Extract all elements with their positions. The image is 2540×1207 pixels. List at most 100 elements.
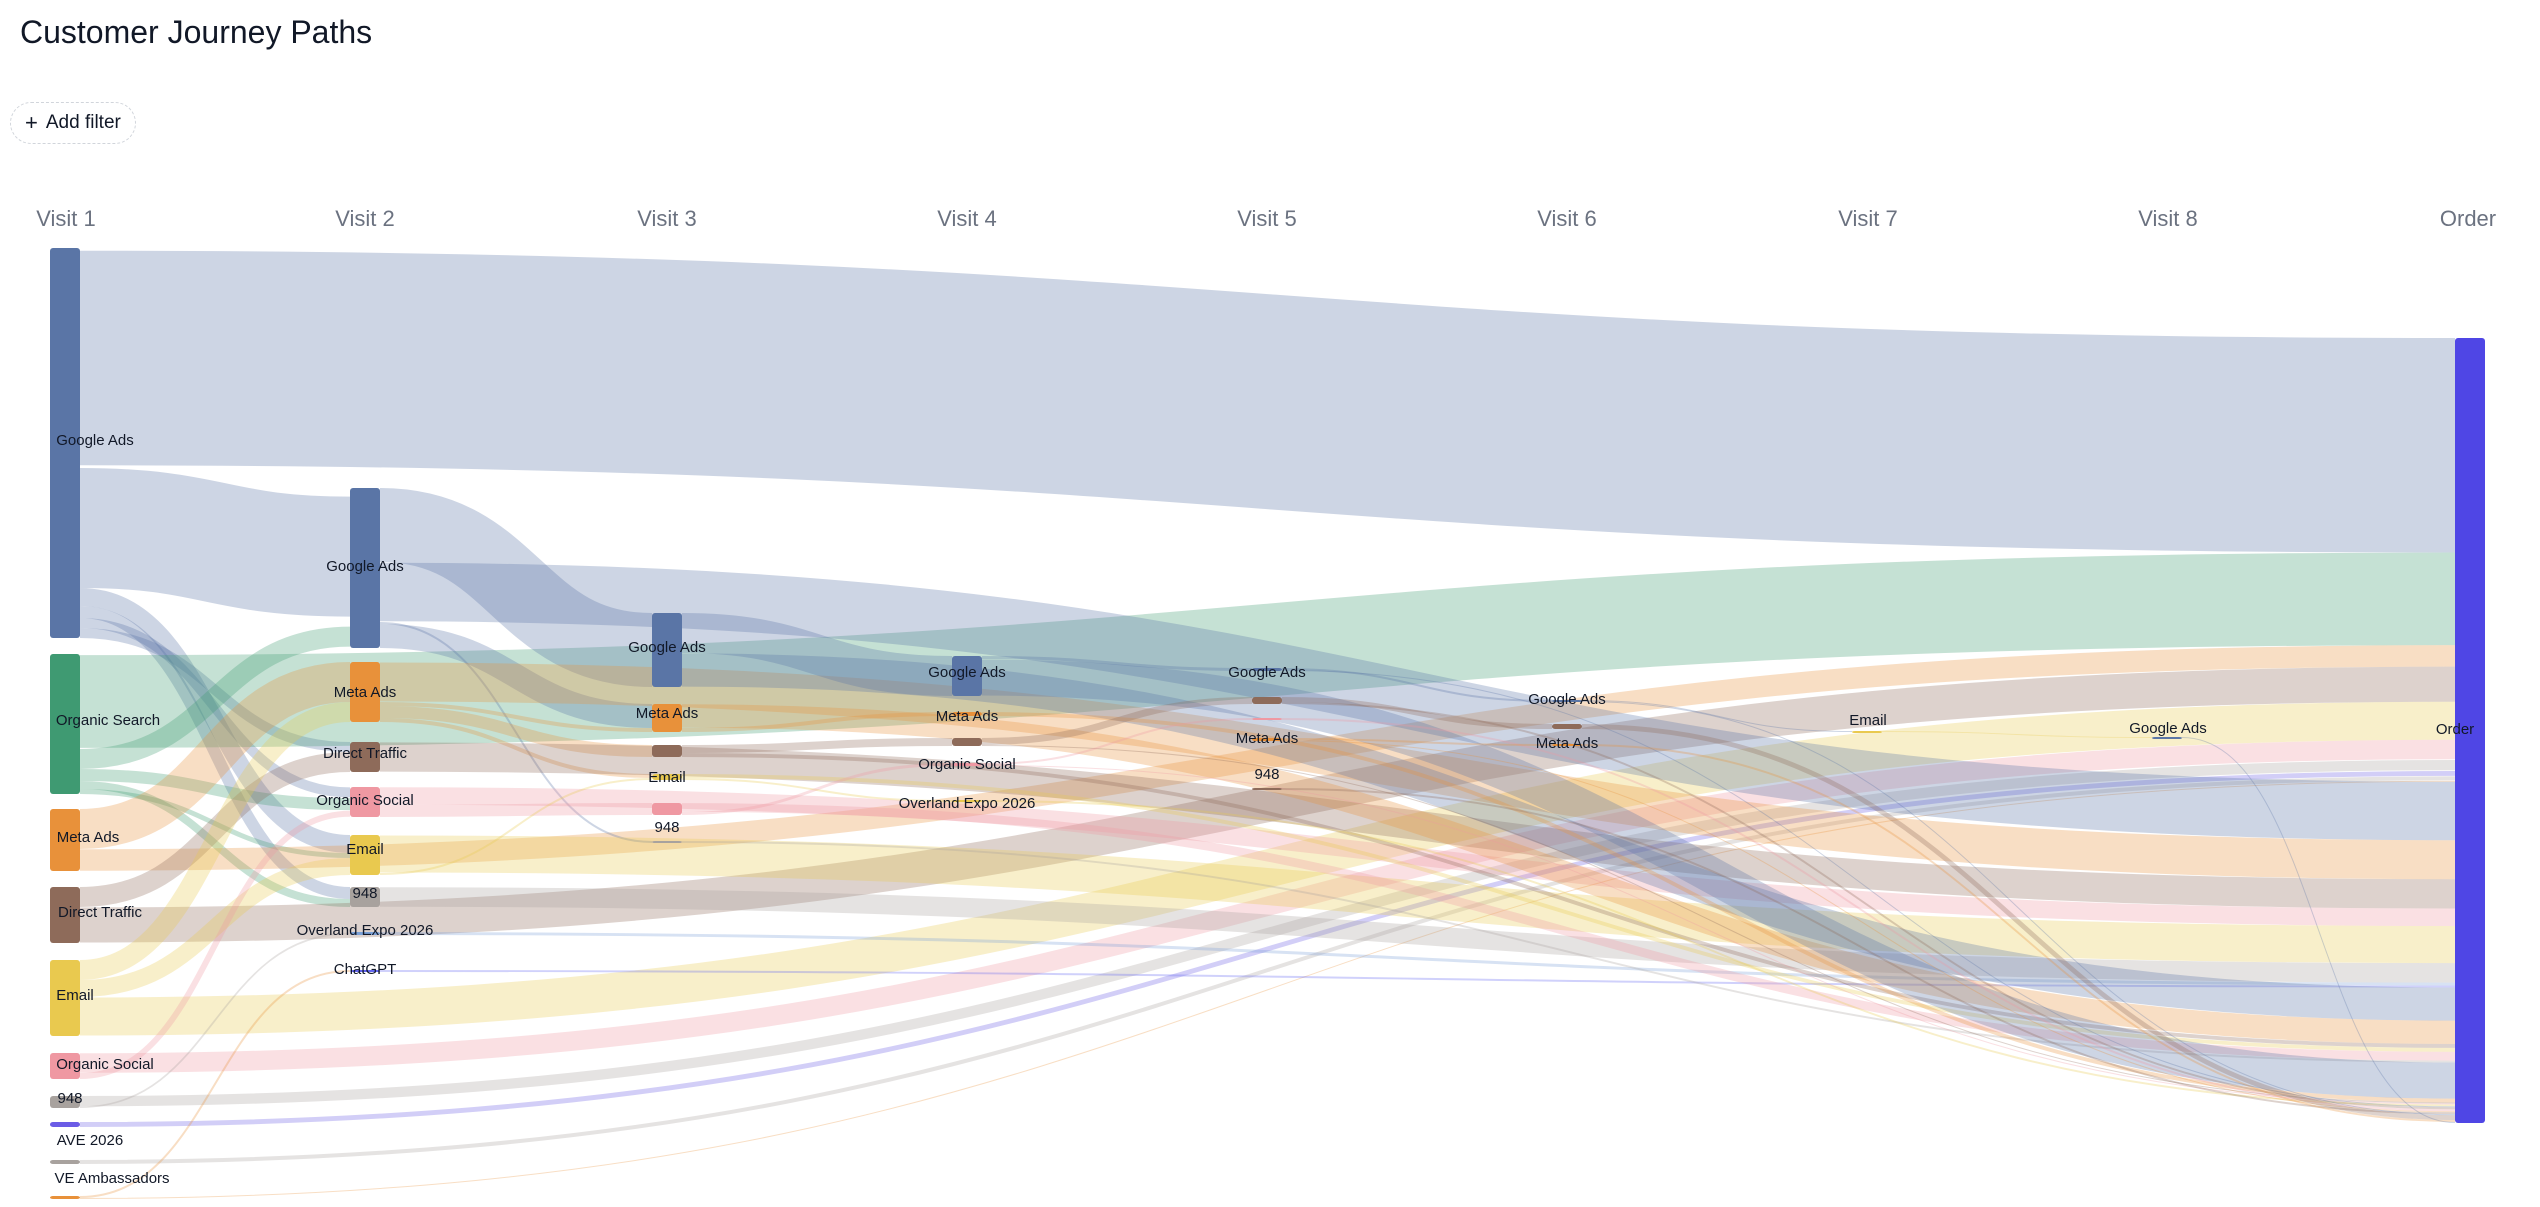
sankey-node-v2_google[interactable] xyxy=(350,488,380,648)
sankey-link-v5_google-to-order[interactable] xyxy=(1281,670,2456,1108)
sankey-node-v2_948[interactable] xyxy=(350,887,380,907)
sankey-link-v5_948-to-order[interactable] xyxy=(1281,788,2456,1115)
sankey-link-v1_social-to-v2_social[interactable] xyxy=(79,810,351,1079)
sankey-node-v1_ave_bar[interactable] xyxy=(50,1122,80,1127)
sankey-link-v4_google-to-v5_google[interactable] xyxy=(981,656,1253,671)
sankey-link-v1_948-to-v2_expo[interactable] xyxy=(79,932,351,1108)
sankey-link-v1_google-to-v2_direct[interactable] xyxy=(79,628,351,752)
sankey-link-v1_google-to-v2_google[interactable] xyxy=(79,468,351,617)
sankey-node-v1_ave[interactable] xyxy=(50,1160,80,1164)
sankey-link-v2_meta-to-v3_meta[interactable] xyxy=(379,702,653,732)
sankey-node-v5_social[interactable] xyxy=(1252,718,1282,720)
sankey-link-v6_meta-to-order[interactable] xyxy=(1581,744,2456,1123)
sankey-link-v3_social-to-v4_social[interactable] xyxy=(681,763,953,815)
sankey-node-v6_google[interactable] xyxy=(1552,700,1582,702)
sankey-node-v5_direct[interactable] xyxy=(1252,697,1282,704)
sankey-link-v3_meta-to-v4_meta[interactable] xyxy=(681,712,953,732)
sankey-link-v5_google-to-v6_google[interactable] xyxy=(1281,668,1553,702)
sankey-node-v5_meta[interactable] xyxy=(1252,738,1282,741)
sankey-node-v2_email[interactable] xyxy=(350,835,380,875)
sankey-node-v1_meta[interactable] xyxy=(50,809,80,871)
sankey-link-v1_social-to-order[interactable] xyxy=(79,739,2456,1073)
sankey-node-v1_organic[interactable] xyxy=(50,654,80,794)
sankey-link-v1_google-to-v2_email[interactable] xyxy=(79,588,351,853)
sankey-link-v2_meta-to-v3_direct[interactable] xyxy=(379,706,653,757)
sankey-link-v1_direct-to-order[interactable] xyxy=(79,666,2456,943)
sankey-link-v3_social-to-order[interactable] xyxy=(681,803,2456,1061)
sankey-link-v1_email-to-order[interactable] xyxy=(79,701,2456,1036)
sankey-link-v1_email-to-v2_email[interactable] xyxy=(79,858,351,997)
sankey-link-v1_ave-to-order[interactable] xyxy=(79,776,2456,1164)
sankey-node-v3_948[interactable] xyxy=(652,841,682,843)
sankey-link-v5_meta-to-order[interactable] xyxy=(1281,740,2456,1113)
sankey-node-v6_meta[interactable] xyxy=(1552,744,1582,746)
sankey-link-v5_direct-to-order[interactable] xyxy=(1281,702,2456,1110)
sankey-link-v2_google-to-v3_meta[interactable] xyxy=(379,624,653,728)
sankey-link-v2_meta-to-v3_email[interactable] xyxy=(379,718,653,778)
sankey-link-v3_direct-to-v4_direct[interactable] xyxy=(681,738,953,753)
sankey-node-v4_social[interactable] xyxy=(952,763,982,766)
sankey-link-v1_email-to-v2_meta[interactable] xyxy=(79,702,351,980)
sankey-link-v2_expo-to-order[interactable] xyxy=(379,932,2456,986)
sankey-link-v4_direct-to-order[interactable] xyxy=(981,745,2456,1104)
sankey-link-v1_google-to-v2_948[interactable] xyxy=(79,606,351,899)
sankey-link-v1_948-to-order[interactable] xyxy=(79,759,2456,1107)
sankey-node-v2_expo[interactable] xyxy=(350,932,380,935)
sankey-node-v1_social[interactable] xyxy=(50,1053,80,1079)
sankey-link-v1_ve-to-v2_chatgpt[interactable] xyxy=(79,970,351,1198)
sankey-link-v4_social-to-order[interactable] xyxy=(981,765,2456,1105)
sankey-link-v1_meta-to-v2_meta[interactable] xyxy=(79,662,351,849)
sankey-node-v1_ve[interactable] xyxy=(50,1196,80,1199)
sankey-node-v2_meta[interactable] xyxy=(350,662,380,722)
sankey-link-v2_chatgpt-to-order[interactable] xyxy=(379,970,2456,988)
sankey-node-v4_meta[interactable] xyxy=(952,712,982,716)
sankey-link-v6_google-to-order[interactable] xyxy=(1581,701,2456,1116)
sankey-link-v8_google-to-order[interactable] xyxy=(2181,737,2456,1124)
sankey-node-v3_direct[interactable] xyxy=(652,745,682,757)
sankey-node-v3_social[interactable] xyxy=(652,803,682,815)
sankey-link-v1_google-to-order[interactable] xyxy=(79,250,2456,553)
sankey-node-v1_direct[interactable] xyxy=(50,887,80,943)
sankey-link-v1_organic-to-v2_email[interactable] xyxy=(79,789,351,858)
sankey-node-v3_meta[interactable] xyxy=(652,704,682,732)
sankey-link-v2_meta-to-order[interactable] xyxy=(379,662,2456,880)
sankey-link-v1_meta-to-order[interactable] xyxy=(79,645,2456,871)
sankey-link-v2_direct-to-order[interactable] xyxy=(379,742,2456,909)
sankey-link-v6_google-to-v7_email[interactable] xyxy=(1581,700,1853,732)
sankey-link-v3_meta-to-order[interactable] xyxy=(681,704,2456,1045)
sankey-link-v1_organic-to-v2_google[interactable] xyxy=(79,626,351,769)
sankey-link-v3_email-to-v4_expo[interactable] xyxy=(681,778,953,802)
sankey-link-v1_organic-to-v2_948[interactable] xyxy=(79,781,351,907)
sankey-link-v4_expo-to-order[interactable] xyxy=(981,800,2456,1107)
sankey-link-v3_948-to-order[interactable] xyxy=(681,841,2456,1063)
sankey-link-v5_direct-to-v6_direct[interactable] xyxy=(1281,697,1553,729)
sankey-link-v2_google-to-order[interactable] xyxy=(379,562,2456,841)
sankey-node-v3_email[interactable] xyxy=(652,774,682,780)
sankey-link-v2_google-to-v3_948[interactable] xyxy=(379,622,653,843)
sankey-node-v2_direct[interactable] xyxy=(350,742,380,772)
sankey-link-v3_direct-to-order[interactable] xyxy=(681,753,2456,1048)
sankey-link-v1_direct-to-v2_direct[interactable] xyxy=(79,752,351,907)
sankey-link-v2_social-to-v3_social[interactable] xyxy=(379,803,653,817)
sankey-link-v1_ve-to-order[interactable] xyxy=(79,780,2456,1199)
sankey-node-v4_google[interactable] xyxy=(952,656,982,696)
sankey-node-order[interactable] xyxy=(2455,338,2485,1123)
sankey-link-v5_social-to-order[interactable] xyxy=(1281,718,2456,1112)
sankey-link-v2_social-to-order[interactable] xyxy=(379,787,2456,927)
sankey-node-v6_direct[interactable] xyxy=(1552,724,1582,729)
add-filter-button[interactable]: + Add filter xyxy=(10,102,136,144)
sankey-node-v5_948[interactable] xyxy=(1252,788,1282,790)
sankey-link-v2_948-to-order[interactable] xyxy=(379,887,2456,983)
sankey-link-v2_email-to-v3_email[interactable] xyxy=(379,778,653,875)
sankey-node-v5_google[interactable] xyxy=(1252,668,1282,671)
sankey-node-v2_social[interactable] xyxy=(350,787,380,817)
sankey-link-v4_direct-to-v5_direct[interactable] xyxy=(981,697,1253,745)
sankey-link-v2_email-to-order[interactable] xyxy=(379,835,2456,964)
sankey-link-v5_meta-to-v6_meta[interactable] xyxy=(1281,738,1553,746)
sankey-link-v1_google-to-v2_social[interactable] xyxy=(79,618,351,798)
sankey-node-v3_google[interactable] xyxy=(652,613,682,687)
sankey-node-v8_google[interactable] xyxy=(2152,737,2182,739)
sankey-link-v4_social-to-v5_social[interactable] xyxy=(981,718,1253,765)
sankey-node-v1_email[interactable] xyxy=(50,960,80,1036)
sankey-link-v3_google-to-order[interactable] xyxy=(681,653,2456,1021)
